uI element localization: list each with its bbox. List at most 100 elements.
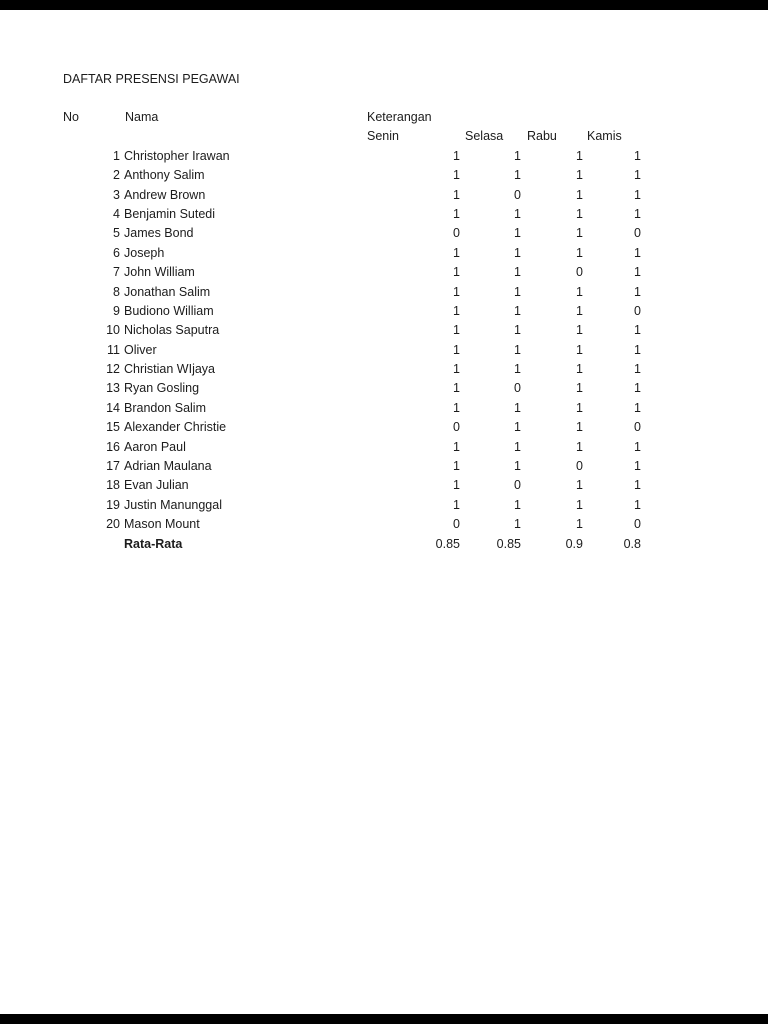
row-value-senin: 1 xyxy=(453,148,460,163)
table-row: 18 Evan Julian 1 0 1 1 xyxy=(0,476,768,495)
row-number-cell: 12 xyxy=(106,362,120,377)
row-value-senin: 1 xyxy=(453,362,460,377)
table-row: 20 Mason Mount 0 1 1 0 xyxy=(0,515,768,534)
row-value-kamis: 1 xyxy=(634,206,641,221)
table-row: 10 Nicholas Saputra 1 1 1 1 xyxy=(0,321,768,340)
row-value-senin: 1 xyxy=(453,400,460,415)
row-value-selasa: 1 xyxy=(514,323,521,338)
table-row: 19 Justin Manunggal 1 1 1 1 xyxy=(0,496,768,515)
row-value-selasa: 1 xyxy=(514,517,521,532)
row-number-cell: 10 xyxy=(106,323,120,338)
column-header-selasa: Selasa xyxy=(465,129,504,144)
footer-average-senin: 0.85 xyxy=(435,536,460,551)
table-row: 4 Benjamin Sutedi 1 1 1 1 xyxy=(0,205,768,224)
table-row: 5 James Bond 0 1 1 0 xyxy=(0,224,768,243)
row-number-cell: 13 xyxy=(106,381,120,396)
row-value-rabu: 1 xyxy=(576,439,583,454)
row-value-kamis: 1 xyxy=(634,148,641,163)
page-title: DAFTAR PRESENSI PEGAWAI xyxy=(63,72,240,86)
table-row: 3 Andrew Brown 1 0 1 1 xyxy=(0,186,768,205)
table-row: 15 Alexander Christie 0 1 1 0 xyxy=(0,418,768,437)
row-number-cell: 3 xyxy=(113,187,120,202)
row-name-cell: John William xyxy=(124,265,195,280)
row-value-kamis: 1 xyxy=(634,245,641,260)
row-number-cell: 15 xyxy=(106,420,120,435)
row-value-selasa: 1 xyxy=(514,400,521,415)
row-name-cell: Christopher Irawan xyxy=(124,148,230,163)
row-value-selasa: 0 xyxy=(514,381,521,396)
row-value-kamis: 0 xyxy=(634,420,641,435)
row-value-selasa: 1 xyxy=(514,148,521,163)
row-number-cell: 5 xyxy=(113,226,120,241)
column-header-no: No xyxy=(63,110,79,124)
row-value-kamis: 1 xyxy=(634,284,641,299)
row-value-senin: 1 xyxy=(453,187,460,202)
row-number-cell: 16 xyxy=(106,439,120,454)
row-value-kamis: 1 xyxy=(634,459,641,474)
row-value-senin: 1 xyxy=(453,206,460,221)
row-value-kamis: 1 xyxy=(634,362,641,377)
row-name-cell: Jonathan Salim xyxy=(124,284,211,299)
row-number-cell: 20 xyxy=(106,517,120,532)
row-name-cell: Oliver xyxy=(124,342,157,357)
row-value-selasa: 1 xyxy=(514,342,521,357)
table-row: 11 Oliver 1 1 1 1 xyxy=(0,341,768,360)
row-value-selasa: 0 xyxy=(514,478,521,493)
table-row: 7 John William 1 1 0 1 xyxy=(0,263,768,282)
row-number-cell: 9 xyxy=(113,303,120,318)
row-value-kamis: 1 xyxy=(634,478,641,493)
row-value-kamis: 1 xyxy=(634,381,641,396)
table-row: 14 Brandon Salim 1 1 1 1 xyxy=(0,399,768,418)
row-value-rabu: 1 xyxy=(576,168,583,183)
row-value-kamis: 1 xyxy=(634,497,641,512)
footer-average-kamis: 0.8 xyxy=(623,536,641,551)
row-name-cell: Joseph xyxy=(124,245,165,260)
row-name-cell: Benjamin Sutedi xyxy=(124,206,216,221)
row-number-cell: 6 xyxy=(113,245,120,260)
row-value-senin: 1 xyxy=(453,265,460,280)
row-value-senin: 1 xyxy=(453,381,460,396)
table-row: 2 Anthony Salim 1 1 1 1 xyxy=(0,166,768,185)
row-number-cell: 7 xyxy=(113,265,120,280)
table-row: 12 Christian WIjaya 1 1 1 1 xyxy=(0,360,768,379)
table-row: 17 Adrian Maulana 1 1 0 1 xyxy=(0,457,768,476)
footer-average-selasa: 0.85 xyxy=(496,536,521,551)
row-number-cell: 11 xyxy=(107,342,120,357)
row-name-cell: Budiono William xyxy=(124,303,214,318)
row-value-rabu: 1 xyxy=(576,206,583,221)
row-value-selasa: 1 xyxy=(514,303,521,318)
row-value-kamis: 1 xyxy=(634,400,641,415)
table-footer-row: Rata-Rata 0.85 0.85 0.9 0.8 xyxy=(0,535,768,554)
row-value-rabu: 1 xyxy=(576,342,583,357)
row-value-selasa: 1 xyxy=(514,245,521,260)
attendance-table: No Nama Keterangan Senin Selasa Rabu Kam… xyxy=(0,108,768,554)
row-number-cell: 4 xyxy=(113,206,120,221)
row-number-cell: 14 xyxy=(106,400,120,415)
row-value-selasa: 1 xyxy=(514,497,521,512)
row-name-cell: Evan Julian xyxy=(124,478,189,493)
row-value-senin: 1 xyxy=(453,439,460,454)
table-row: 16 Aaron Paul 1 1 1 1 xyxy=(0,438,768,457)
row-number-cell: 18 xyxy=(106,478,120,493)
row-number-cell: 19 xyxy=(106,497,120,512)
row-value-rabu: 1 xyxy=(576,478,583,493)
row-value-senin: 1 xyxy=(453,342,460,357)
footer-label: Rata-Rata xyxy=(124,536,183,551)
row-value-senin: 1 xyxy=(453,284,460,299)
row-value-rabu: 1 xyxy=(576,148,583,163)
bottom-edge-bar xyxy=(0,1014,768,1024)
table-row: 8 Jonathan Salim 1 1 1 1 xyxy=(0,283,768,302)
row-value-rabu: 1 xyxy=(576,226,583,241)
row-value-kamis: 1 xyxy=(634,323,641,338)
row-value-selasa: 1 xyxy=(514,168,521,183)
row-value-kamis: 0 xyxy=(634,303,641,318)
row-name-cell: Justin Manunggal xyxy=(124,497,222,512)
row-value-senin: 1 xyxy=(453,323,460,338)
row-value-rabu: 1 xyxy=(576,420,583,435)
row-value-senin: 1 xyxy=(453,245,460,260)
row-number-cell: 17 xyxy=(106,459,120,474)
row-value-rabu: 1 xyxy=(576,187,583,202)
row-value-selasa: 1 xyxy=(514,439,521,454)
table-row: 9 Budiono William 1 1 1 0 xyxy=(0,302,768,321)
